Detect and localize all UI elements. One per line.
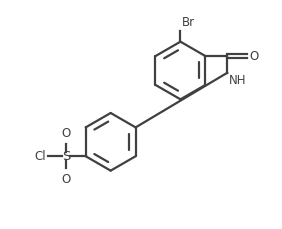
Text: S: S [62,150,70,163]
Text: NH: NH [229,74,246,87]
Text: O: O [249,50,258,63]
Text: O: O [61,127,70,140]
Text: Br: Br [182,16,195,29]
Text: Cl: Cl [34,150,46,163]
Text: O: O [61,173,70,186]
